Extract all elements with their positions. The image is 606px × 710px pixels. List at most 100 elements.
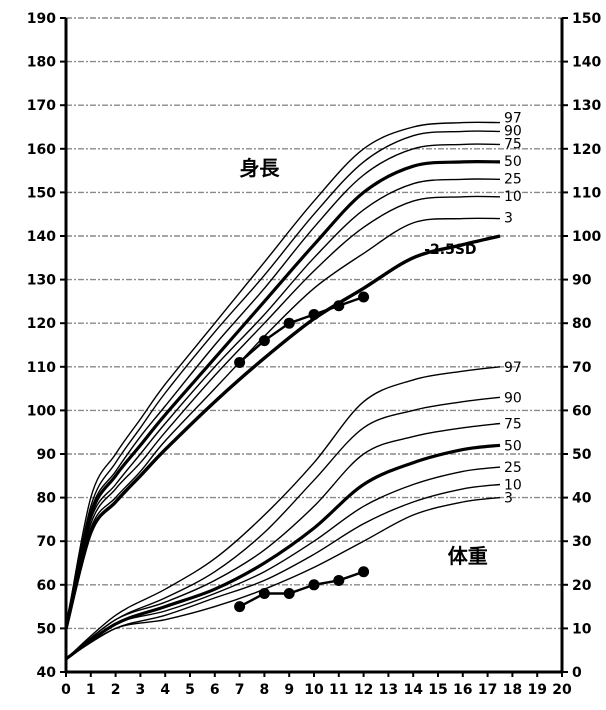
x-tick-label: 8 <box>260 682 270 698</box>
weight-observation-point <box>333 574 345 586</box>
right-tick-label: 120 <box>572 142 601 158</box>
height-curve-p3 <box>65 217 501 629</box>
x-tick-label: 0 <box>61 682 71 698</box>
x-tick-label: 17 <box>478 682 497 698</box>
weight-curve-p97 <box>65 366 501 660</box>
weight-observation-point <box>258 588 270 600</box>
weight-percentile-label: 50 <box>504 438 522 454</box>
x-tick-label: 13 <box>379 682 398 698</box>
x-tick-label: 20 <box>552 682 572 698</box>
x-tick-label: 12 <box>354 682 373 698</box>
x-tick-label: 6 <box>210 682 220 698</box>
x-tick-label: 11 <box>329 682 348 698</box>
height-observation-point <box>358 291 370 303</box>
right-tick-label: 140 <box>572 55 601 71</box>
left-tick-label: 50 <box>37 621 57 637</box>
right-tick-label: 150 <box>572 11 601 27</box>
left-axis-ticks: 40 50 60 70 80 90 100 110 120 130 140 150 160 170 180 1… <box>27 11 66 681</box>
height-observation-point <box>333 300 345 312</box>
weight-percentile-curves <box>65 366 501 661</box>
weight-percentile-label: 3 <box>504 491 513 507</box>
right-tick-label: 40 <box>572 491 592 507</box>
left-tick-label: 40 <box>37 665 57 681</box>
chart-frame <box>64 18 564 674</box>
right-tick-label: 20 <box>572 578 592 594</box>
x-tick-label: 1 <box>86 682 96 698</box>
x-tick-label: 2 <box>111 682 121 698</box>
height-percentile-label: 3 <box>504 211 513 227</box>
weight-curve-p90 <box>65 396 501 660</box>
height-observation-point <box>258 335 270 347</box>
right-tick-label: 80 <box>572 316 592 332</box>
weight-observation-point <box>283 588 295 600</box>
x-tick-label: 15 <box>428 682 447 698</box>
left-tick-label: 60 <box>37 578 57 594</box>
height-section-label: 身長 <box>239 156 280 180</box>
x-tick-label: 16 <box>453 682 472 698</box>
weight-percentile-label: 97 <box>504 360 522 376</box>
height-percentile-label: 25 <box>504 171 522 187</box>
weight-percentile-label: 90 <box>504 390 522 406</box>
left-tick-label: 180 <box>27 55 56 71</box>
left-tick-label: 120 <box>27 316 56 332</box>
x-tick-label: 18 <box>503 682 522 698</box>
weight-percentile-label: 10 <box>504 478 522 494</box>
height-percentile-label: 10 <box>504 189 522 205</box>
weight-curve-p25 <box>65 466 501 660</box>
weight-observation-point <box>308 579 320 591</box>
left-tick-label: 140 <box>27 229 56 245</box>
left-tick-label: 70 <box>37 534 57 550</box>
right-tick-label: 90 <box>572 273 592 289</box>
right-tick-label: 30 <box>572 534 592 550</box>
right-tick-label: 110 <box>572 185 601 201</box>
left-tick-label: 130 <box>27 273 56 289</box>
left-tick-label: 80 <box>37 491 57 507</box>
weight-section-label: 体重 <box>448 544 488 568</box>
x-tick-label: 4 <box>160 682 170 698</box>
x-tick-label: 5 <box>185 682 195 698</box>
right-tick-label: 50 <box>572 447 592 463</box>
weight-curve-p75 <box>65 422 501 660</box>
x-tick-label: 9 <box>284 682 294 698</box>
x-tick-label: 14 <box>403 682 423 698</box>
height-percentile-label: 75 <box>504 136 522 152</box>
weight-observations <box>234 566 370 613</box>
height-observation-point <box>283 317 295 329</box>
right-tick-label: 130 <box>572 98 601 114</box>
height-observation-point <box>234 356 246 368</box>
right-tick-label: 10 <box>572 621 592 637</box>
height-curve-p75 <box>65 143 501 629</box>
height-observation-point <box>308 308 320 320</box>
right-tick-label: 100 <box>572 229 601 245</box>
right-tick-label: 0 <box>572 665 582 681</box>
sd-curve-label: -2.5SD <box>424 242 476 258</box>
grid <box>66 17 562 673</box>
height-curve-p97 <box>65 121 501 629</box>
left-tick-label: 170 <box>27 98 56 114</box>
weight-curve-p10 <box>65 483 501 660</box>
left-tick-label: 90 <box>37 447 57 463</box>
height-curve-p25 <box>65 178 501 629</box>
height-percentile-label: 97 <box>504 111 522 127</box>
right-tick-label: 60 <box>572 403 592 419</box>
height-curve-p90 <box>65 130 501 629</box>
weight-percentile-label: 25 <box>504 460 522 476</box>
x-axis-ticks: 0 1 2 3 4 5 6 7 8 9 10 11 12 13 14 15 16 17 18 19 20 <box>61 672 572 698</box>
left-tick-label: 110 <box>27 360 56 376</box>
right-axis-ticks: 0 10 20 30 40 50 60 70 80 90 100 110 120 130 140 150 <box>562 11 601 681</box>
weight-curve-p50 <box>65 443 501 661</box>
height-curve-p50 <box>64 159 501 629</box>
left-tick-label: 100 <box>27 403 56 419</box>
weight-percentile-label: 75 <box>504 416 522 432</box>
x-tick-label: 3 <box>136 682 146 698</box>
height-observations <box>234 291 370 368</box>
height-percentile-curves <box>64 121 501 629</box>
x-tick-label: 19 <box>527 682 546 698</box>
x-tick-label: 10 <box>304 682 324 698</box>
weight-observation-line <box>239 570 364 608</box>
weight-observation-point <box>358 566 370 578</box>
height-curve-p10 <box>65 195 501 629</box>
height-percentile-label: 50 <box>504 154 522 170</box>
